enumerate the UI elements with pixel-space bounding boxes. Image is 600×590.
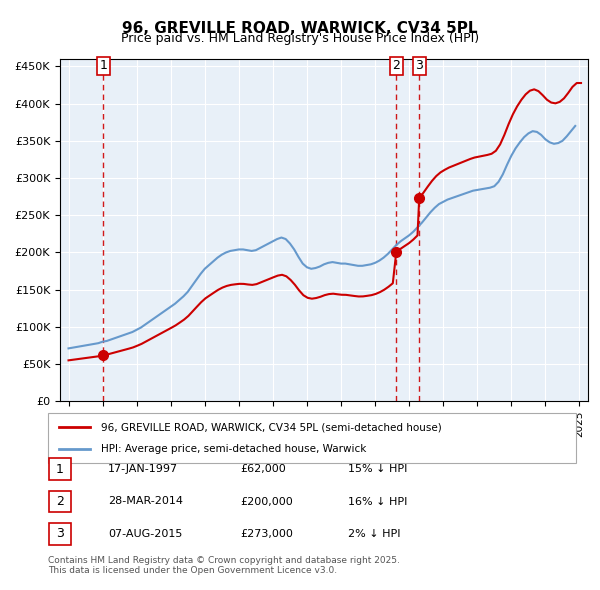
Text: HPI: Average price, semi-detached house, Warwick: HPI: Average price, semi-detached house,… xyxy=(101,444,366,454)
FancyBboxPatch shape xyxy=(49,523,71,545)
Text: 16% ↓ HPI: 16% ↓ HPI xyxy=(348,497,407,506)
Text: 2: 2 xyxy=(392,59,400,72)
Text: 15% ↓ HPI: 15% ↓ HPI xyxy=(348,464,407,474)
Text: 07-AUG-2015: 07-AUG-2015 xyxy=(108,529,182,539)
FancyBboxPatch shape xyxy=(48,413,576,463)
Text: Contains HM Land Registry data © Crown copyright and database right 2025.
This d: Contains HM Land Registry data © Crown c… xyxy=(48,556,400,575)
Text: 1: 1 xyxy=(100,59,107,72)
Text: 3: 3 xyxy=(415,59,423,72)
Text: 3: 3 xyxy=(56,527,64,540)
Text: 2% ↓ HPI: 2% ↓ HPI xyxy=(348,529,401,539)
Text: 2: 2 xyxy=(56,495,64,508)
Text: £273,000: £273,000 xyxy=(240,529,293,539)
FancyBboxPatch shape xyxy=(49,491,71,512)
Text: 28-MAR-2014: 28-MAR-2014 xyxy=(108,497,183,506)
Text: 17-JAN-1997: 17-JAN-1997 xyxy=(108,464,178,474)
FancyBboxPatch shape xyxy=(49,458,71,480)
Text: £62,000: £62,000 xyxy=(240,464,286,474)
Text: Price paid vs. HM Land Registry's House Price Index (HPI): Price paid vs. HM Land Registry's House … xyxy=(121,32,479,45)
Text: £200,000: £200,000 xyxy=(240,497,293,506)
Text: 1: 1 xyxy=(56,463,64,476)
Text: 96, GREVILLE ROAD, WARWICK, CV34 5PL: 96, GREVILLE ROAD, WARWICK, CV34 5PL xyxy=(122,21,478,35)
Text: 96, GREVILLE ROAD, WARWICK, CV34 5PL (semi-detached house): 96, GREVILLE ROAD, WARWICK, CV34 5PL (se… xyxy=(101,422,442,432)
